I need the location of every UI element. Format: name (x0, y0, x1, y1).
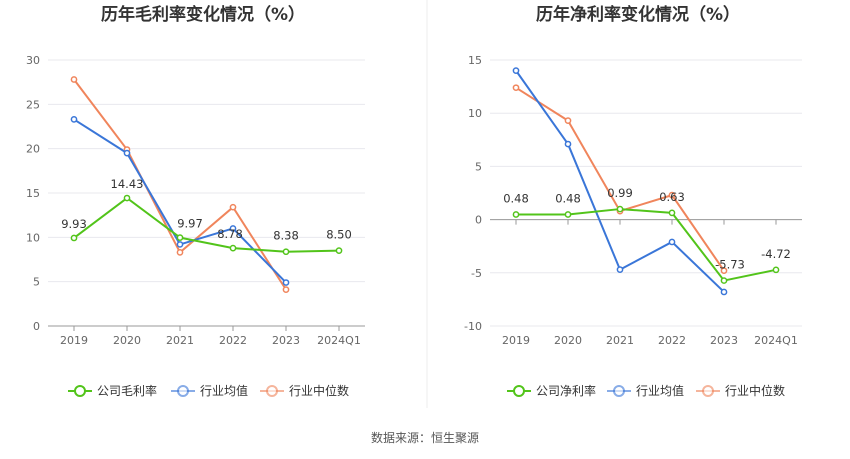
data-point-industry-mean (616, 266, 624, 273)
y-tick-label: 0 (475, 214, 482, 227)
data-label: 0.63 (659, 190, 685, 204)
data-point-company (564, 211, 572, 218)
series-line-industry-median (73, 78, 287, 291)
data-point-company (123, 194, 131, 202)
y-tick-label: 30 (26, 54, 40, 67)
data-point-company (720, 277, 728, 284)
y-tick-label: 0 (33, 320, 40, 333)
x-tick-label: 2019 (502, 334, 530, 347)
data-point-company (772, 266, 780, 274)
legend-label: 公司毛利率 (97, 383, 157, 398)
x-tick-label: 2021 (606, 334, 634, 347)
x-tick-label: 2022 (219, 334, 247, 347)
legend-item-company: 公司净利率 (507, 383, 596, 398)
x-tick-label: 2020 (113, 334, 141, 347)
legend-item-industry-mean: 行业均值 (607, 383, 684, 398)
y-tick-label: 5 (33, 276, 40, 289)
legend-marker (177, 385, 189, 397)
legend-label: 行业中位数 (289, 383, 349, 398)
data-label: 8.50 (326, 228, 352, 242)
data-point-industry-median (70, 76, 78, 83)
y-tick-label: 10 (26, 231, 40, 244)
legend-marker (513, 385, 525, 397)
data-label: 0.48 (555, 191, 581, 205)
data-point-industry-mean (564, 140, 572, 148)
y-tick-label: -10 (464, 320, 482, 333)
data-point-industry-median (282, 286, 290, 293)
y-tick-label: 15 (26, 187, 40, 200)
legend-marker (74, 385, 86, 397)
data-label: 0.99 (607, 186, 633, 200)
series-line-company (516, 208, 777, 282)
data-point-company (616, 205, 624, 213)
legend-marker (702, 385, 714, 397)
legend-item-industry-mean: 行业均值 (171, 383, 248, 398)
data-label: -5.73 (715, 258, 745, 272)
y-tick-label: 15 (468, 54, 482, 67)
legend-item-company: 公司毛利率 (68, 383, 157, 398)
legend-label: 行业均值 (636, 383, 684, 398)
data-point-industry-median (176, 249, 184, 256)
data-label: 14.43 (111, 177, 144, 191)
x-tick-label: 2019 (60, 334, 88, 347)
data-point-company (70, 234, 78, 242)
legend-item-industry-median: 行业中位数 (260, 383, 349, 398)
chart-panel-1: 历年毛利率变化情况（%） 0 5 10 15 20 25 30 2019 2020 2021 2022… (26, 4, 365, 398)
y-tick-label: -5 (471, 267, 482, 280)
y-tick-label: 5 (475, 160, 482, 173)
data-point-company (668, 209, 676, 217)
chart-title: 历年净利率变化情况（%） (536, 4, 740, 25)
y-tick-label: 10 (468, 107, 482, 120)
data-source-label: 数据来源：恒生聚源 (371, 430, 479, 445)
series-line-company (73, 197, 340, 253)
legend-label: 公司净利率 (536, 383, 596, 398)
x-tick-label: 2023 (710, 334, 738, 347)
x-tick-label: 2020 (554, 334, 582, 347)
data-point-industry-mean (512, 67, 520, 74)
x-tick-label: 2024Q1 (317, 334, 361, 347)
data-label: 9.93 (61, 217, 87, 231)
data-point-industry-mean (282, 279, 290, 286)
data-point-industry-mean (229, 225, 237, 232)
legend-label: 行业中位数 (725, 383, 785, 398)
data-label: 8.78 (217, 227, 243, 241)
chart-panel-2: 历年净利率变化情况（%） -10 -5 0 5 10 15 2019 2020 2021 2022 2… (464, 4, 802, 398)
data-point-industry-median (720, 267, 728, 275)
legend-marker (266, 385, 278, 397)
legend-item-industry-median: 行业中位数 (696, 383, 785, 398)
data-point-industry-mean (70, 116, 78, 123)
chart-title: 历年毛利率变化情况（%） (101, 4, 305, 25)
x-tick-label: 2024Q1 (754, 334, 798, 347)
data-point-industry-mean (123, 149, 131, 157)
data-point-company (335, 247, 343, 254)
data-point-company (512, 211, 520, 218)
data-point-industry-median (564, 117, 572, 124)
data-point-industry-median (229, 203, 237, 211)
data-point-industry-mean (668, 238, 676, 246)
data-label: 0.48 (503, 191, 529, 205)
data-point-industry-median (512, 84, 520, 92)
x-tick-label: 2022 (658, 334, 686, 347)
data-point-company (176, 234, 184, 241)
legend-marker (613, 385, 625, 397)
data-point-company (229, 244, 237, 252)
series-line-industry-mean (515, 70, 725, 293)
data-point-company (282, 248, 290, 256)
data-label: -4.72 (761, 247, 791, 261)
data-point-industry-mean (720, 288, 728, 296)
data-point-industry-mean (176, 241, 184, 248)
legend-label: 行业均值 (200, 383, 248, 398)
y-tick-label: 20 (26, 143, 40, 156)
x-tick-label: 2023 (272, 334, 300, 347)
data-point-industry-median (668, 191, 676, 199)
data-label: 8.38 (273, 229, 299, 243)
x-tick-label: 2021 (166, 334, 194, 347)
data-label: 9.97 (177, 217, 203, 231)
y-tick-label: 25 (26, 98, 40, 111)
series-line-industry-mean (73, 118, 287, 284)
